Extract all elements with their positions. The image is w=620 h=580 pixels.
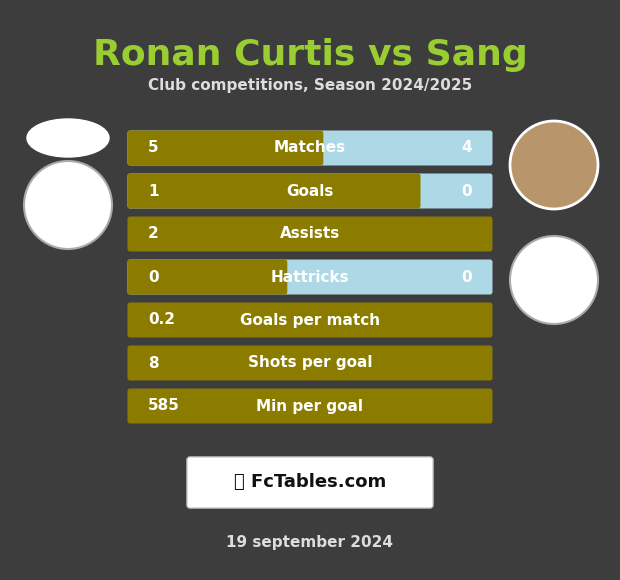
- Text: Ronan Curtis vs Sang: Ronan Curtis vs Sang: [92, 38, 528, 72]
- FancyBboxPatch shape: [187, 457, 433, 508]
- Text: 0.2: 0.2: [148, 313, 175, 328]
- Text: 5: 5: [148, 140, 159, 155]
- FancyBboxPatch shape: [128, 130, 492, 165]
- Text: 0: 0: [461, 270, 472, 285]
- Text: 1: 1: [148, 183, 159, 198]
- Text: 8: 8: [148, 356, 159, 371]
- FancyBboxPatch shape: [128, 389, 492, 423]
- Text: 0: 0: [461, 183, 472, 198]
- Text: 585: 585: [148, 398, 180, 414]
- Text: 4: 4: [461, 140, 472, 155]
- Text: Club competitions, Season 2024/2025: Club competitions, Season 2024/2025: [148, 78, 472, 93]
- Text: 📊 FcTables.com: 📊 FcTables.com: [234, 473, 386, 491]
- Text: Min per goal: Min per goal: [257, 398, 363, 414]
- FancyBboxPatch shape: [128, 303, 492, 338]
- Text: Shots per goal: Shots per goal: [248, 356, 372, 371]
- FancyBboxPatch shape: [128, 216, 492, 252]
- Circle shape: [510, 236, 598, 324]
- Text: 2: 2: [148, 227, 159, 241]
- FancyBboxPatch shape: [128, 259, 492, 295]
- FancyBboxPatch shape: [128, 130, 323, 165]
- Text: Hattricks: Hattricks: [271, 270, 349, 285]
- Circle shape: [24, 161, 112, 249]
- Text: Assists: Assists: [280, 227, 340, 241]
- FancyBboxPatch shape: [128, 346, 492, 380]
- Text: 19 september 2024: 19 september 2024: [226, 535, 394, 549]
- FancyBboxPatch shape: [128, 173, 420, 208]
- FancyBboxPatch shape: [128, 173, 492, 208]
- Text: Goals: Goals: [286, 183, 334, 198]
- Text: 0: 0: [148, 270, 159, 285]
- Text: Matches: Matches: [274, 140, 346, 155]
- FancyBboxPatch shape: [128, 259, 287, 295]
- Ellipse shape: [27, 119, 109, 157]
- Circle shape: [510, 121, 598, 209]
- Text: Goals per match: Goals per match: [240, 313, 380, 328]
